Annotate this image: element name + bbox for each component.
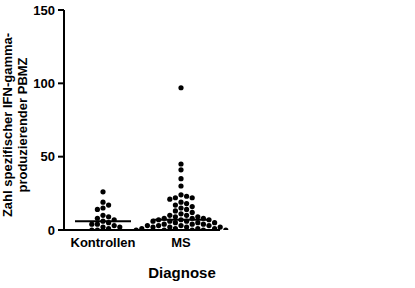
- y-tick: [58, 82, 64, 84]
- data-point: [167, 224, 172, 229]
- data-point: [162, 227, 167, 230]
- data-point: [178, 167, 183, 172]
- data-point: [89, 227, 94, 230]
- data-point: [95, 216, 100, 221]
- data-point: [218, 224, 223, 229]
- data-point: [190, 195, 195, 200]
- data-point: [139, 226, 144, 230]
- y-axis-label: produzierender PBMZ: [15, 57, 30, 192]
- x-tick-label: Kontrollen: [71, 235, 136, 250]
- data-point: [100, 200, 105, 205]
- data-point: [89, 222, 94, 227]
- data-point: [117, 224, 122, 229]
- data-point: [173, 214, 178, 219]
- data-point: [173, 195, 178, 200]
- y-tick-label: 100: [33, 76, 55, 91]
- data-point: [100, 213, 105, 218]
- data-point: [206, 223, 211, 228]
- data-point: [106, 202, 111, 207]
- data-point: [195, 226, 200, 230]
- data-point: [100, 224, 105, 229]
- median-line: [75, 220, 131, 222]
- data-point: [178, 85, 183, 90]
- data-point: [184, 207, 189, 212]
- data-point: [106, 214, 111, 219]
- data-point: [95, 222, 100, 227]
- data-point: [173, 208, 178, 213]
- data-point: [95, 207, 100, 212]
- data-point: [201, 222, 206, 227]
- data-point: [178, 211, 183, 216]
- data-point: [212, 226, 217, 230]
- y-tick-label: 50: [41, 149, 55, 164]
- data-point: [173, 202, 178, 207]
- data-point: [112, 223, 117, 228]
- y-axis: [63, 10, 65, 230]
- data-point: [95, 227, 100, 230]
- data-point: [178, 176, 183, 181]
- data-point: [134, 227, 139, 230]
- data-point: [178, 205, 183, 210]
- data-point: [178, 223, 183, 228]
- data-point: [190, 210, 195, 215]
- data-point: [150, 224, 155, 229]
- data-point: [106, 226, 111, 230]
- data-point: [100, 189, 105, 194]
- y-axis-label: Zahl spezifischer IFN-gamma-: [0, 33, 15, 217]
- data-point: [201, 227, 206, 230]
- y-tick-label: 0: [48, 223, 55, 238]
- data-point: [178, 183, 183, 188]
- data-point: [162, 222, 167, 227]
- data-point: [212, 220, 217, 225]
- data-point: [156, 223, 161, 228]
- data-point: [184, 224, 189, 229]
- chart: 0 50 100 150 Kontrollen MS Diagnose Zahl spezif…: [0, 0, 415, 288]
- data-point: [184, 201, 189, 206]
- data-point: [178, 161, 183, 166]
- data-point: [184, 194, 189, 199]
- data-point: [100, 205, 105, 210]
- median-line: [153, 219, 209, 221]
- data-point: [167, 197, 172, 202]
- y-tick-label: 150: [33, 3, 55, 18]
- data-point: [190, 222, 195, 227]
- data-point: [190, 204, 195, 209]
- data-point: [167, 213, 172, 218]
- y-tick: [58, 9, 64, 11]
- x-axis-label: Diagnose: [148, 264, 216, 281]
- y-tick: [58, 156, 64, 158]
- data-point: [145, 223, 150, 228]
- x-tick-label: MS: [171, 235, 191, 250]
- data-point: [178, 200, 183, 205]
- data-point: [173, 226, 178, 230]
- data-point: [173, 220, 178, 225]
- data-point: [178, 192, 183, 197]
- data-point: [184, 213, 189, 218]
- data-point: [223, 227, 228, 230]
- data-point: [190, 227, 195, 230]
- plot-area: [75, 85, 228, 230]
- data-point: [195, 214, 200, 219]
- data-point: [195, 220, 200, 225]
